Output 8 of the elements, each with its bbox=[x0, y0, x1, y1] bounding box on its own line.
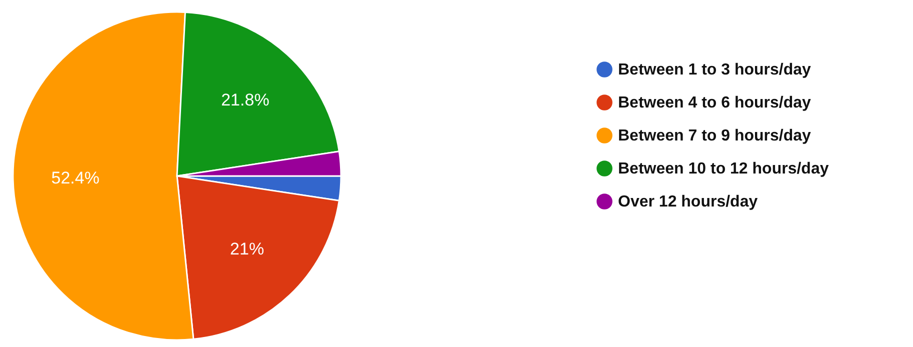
legend-label: Between 7 to 9 hours/day bbox=[618, 128, 812, 144]
data-label: 21% bbox=[230, 240, 264, 259]
data-label: 52.4% bbox=[51, 168, 100, 188]
legend-label: Between 4 to 6 hours/day bbox=[618, 94, 812, 112]
data-label: 21.8% bbox=[221, 90, 270, 110]
legend-label: Between 1 to 3 hours/day bbox=[618, 62, 812, 78]
legend-label: Over 12 hours/day bbox=[618, 194, 758, 210]
legend-label: Between 10 to 12 hours/day bbox=[618, 160, 829, 178]
